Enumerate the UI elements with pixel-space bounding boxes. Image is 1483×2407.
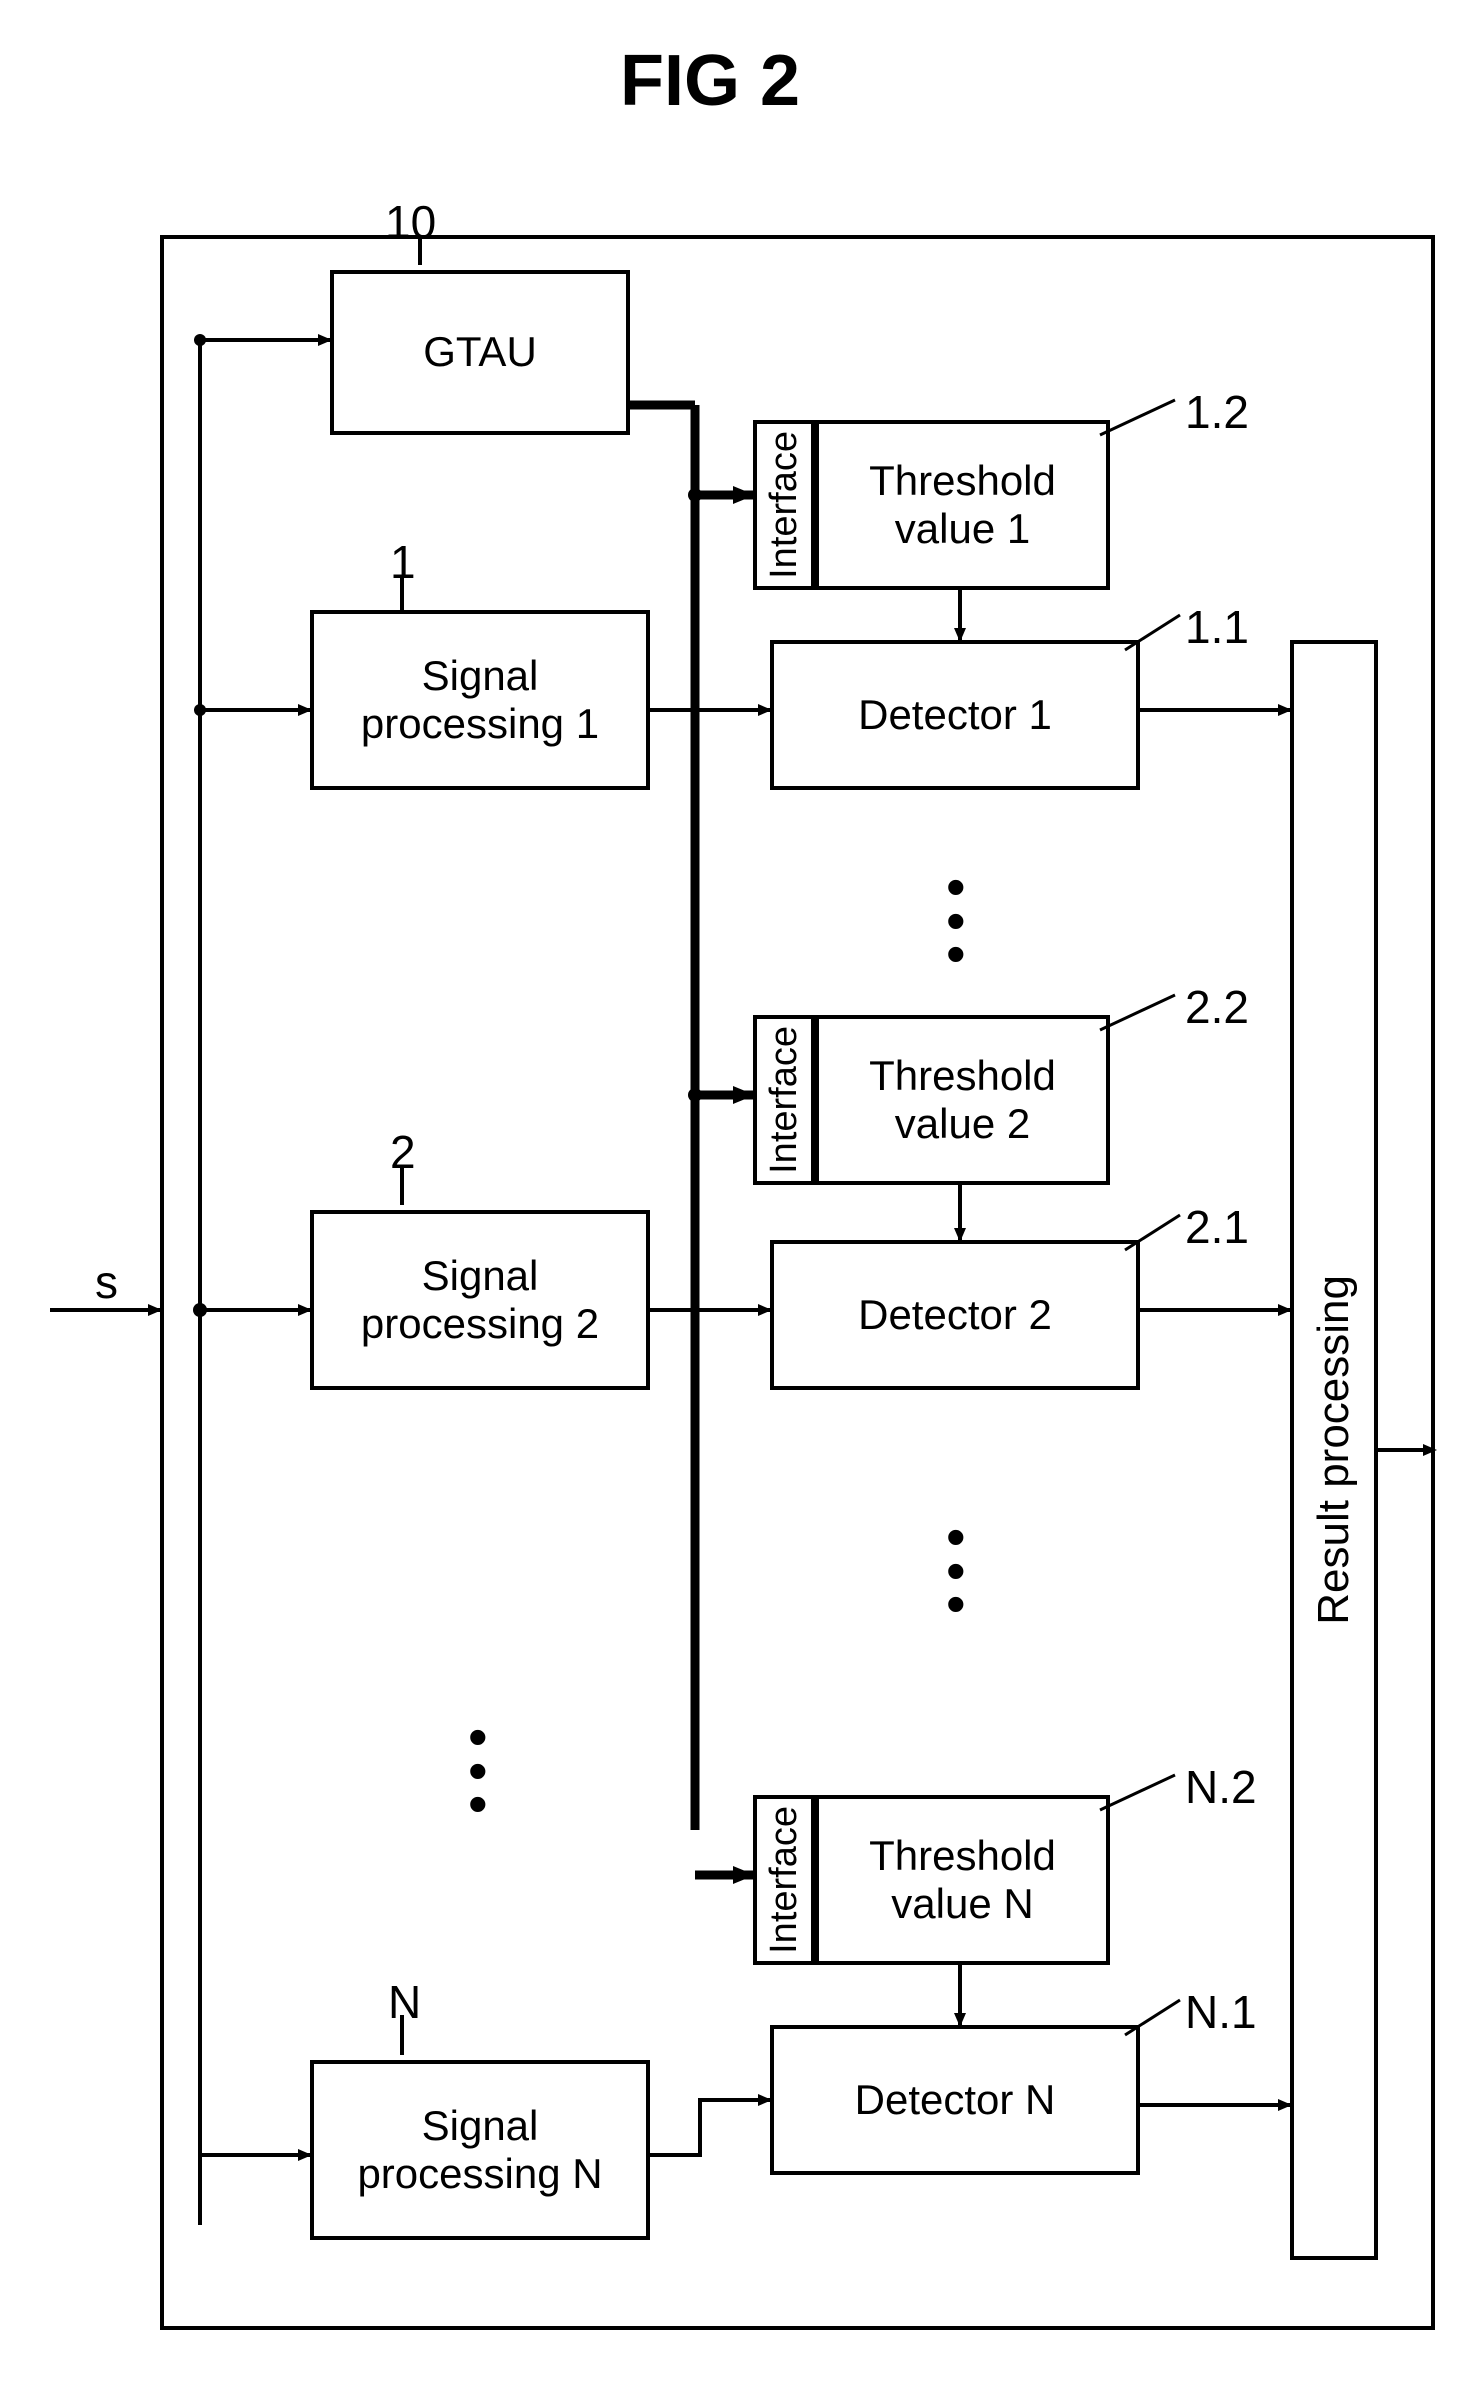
det1-block: Detector 1 <box>770 640 1140 790</box>
detN-text: Detector N <box>855 2076 1056 2124</box>
spN-ref-tick <box>400 2015 404 2055</box>
sp2-text: Signalprocessing 2 <box>361 1252 599 1349</box>
det2-block: Detector 2 <box>770 1240 1140 1390</box>
thN-text: Thresholdvalue N <box>869 1832 1056 1929</box>
sp2-block: Signalprocessing 2 <box>310 1210 650 1390</box>
vdots-right-upper: ••• <box>946 870 966 971</box>
gtau-ref-tick <box>418 235 422 265</box>
figure-title: FIG 2 <box>620 40 800 122</box>
det1-ref-label: 1.1 <box>1185 600 1249 654</box>
th2-interface: Interface <box>753 1015 815 1185</box>
th1-interface-text: Interface <box>763 431 806 579</box>
detN-block: Detector N <box>770 2025 1140 2175</box>
thN-interface-text: Interface <box>763 1806 806 1954</box>
detN-ref-label: N.1 <box>1185 1985 1257 2039</box>
det1-text: Detector 1 <box>858 691 1052 739</box>
gtau-block: GTAU <box>330 270 630 435</box>
th1-text: Thresholdvalue 1 <box>869 457 1056 554</box>
result-text: Result processing <box>1309 1275 1359 1625</box>
th2-interface-text: Interface <box>763 1026 806 1174</box>
thN-block: Thresholdvalue N <box>815 1795 1110 1965</box>
spN-block: Signalprocessing N <box>310 2060 650 2240</box>
input-signal-label: s <box>95 1255 118 1309</box>
th1-block: Thresholdvalue 1 <box>815 420 1110 590</box>
th1-ref-label: 1.2 <box>1185 385 1249 439</box>
th2-text: Thresholdvalue 2 <box>869 1052 1056 1149</box>
result-block: Result processing <box>1290 640 1378 2260</box>
spN-ref-label: N <box>388 1975 421 2029</box>
th2-ref-label: 2.2 <box>1185 980 1249 1034</box>
th2-block: Thresholdvalue 2 <box>815 1015 1110 1185</box>
figure-canvas: FIG 2 10 GTAU 1 Signalprocessing 1 2 Sig… <box>0 0 1483 2407</box>
sp1-text: Signalprocessing 1 <box>361 652 599 749</box>
vdots-left: ••• <box>468 1720 488 1821</box>
sp1-ref-tick <box>400 575 404 610</box>
th1-interface: Interface <box>753 420 815 590</box>
thN-interface: Interface <box>753 1795 815 1965</box>
det2-ref-label: 2.1 <box>1185 1200 1249 1254</box>
sp1-block: Signalprocessing 1 <box>310 610 650 790</box>
vdots-right-lower: ••• <box>946 1520 966 1621</box>
spN-text: Signalprocessing N <box>357 2102 602 2199</box>
sp2-ref-tick <box>400 1165 404 1205</box>
det2-text: Detector 2 <box>858 1291 1052 1339</box>
gtau-ref-label: 10 <box>385 195 436 249</box>
thN-ref-label: N.2 <box>1185 1760 1257 1814</box>
gtau-text: GTAU <box>423 328 537 376</box>
